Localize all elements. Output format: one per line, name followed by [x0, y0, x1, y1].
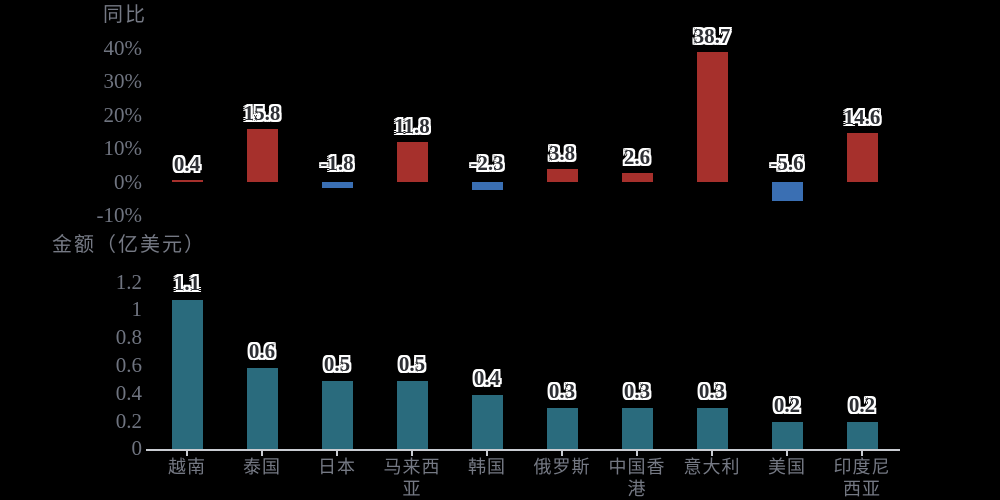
category-label: 马来西亚 — [383, 457, 441, 499]
data-label: 0.6 — [248, 339, 276, 363]
ytick-label: 0% — [114, 169, 142, 194]
category-label: 韩国 — [468, 457, 506, 477]
data-label: 0.2 — [848, 393, 876, 417]
data-label: 2.6 — [623, 145, 651, 169]
category-label: 泰国 — [243, 457, 281, 477]
data-label: -2.3 — [470, 151, 504, 175]
x-axis-tick — [186, 451, 188, 456]
bar-amount — [172, 300, 203, 449]
ytick-label: 40% — [103, 35, 143, 60]
bar-negative — [472, 182, 503, 190]
ytick-label: 20% — [103, 102, 143, 127]
x-axis-tick — [411, 451, 413, 456]
data-label: 0.3 — [548, 379, 576, 403]
data-label: 38.7 — [693, 24, 731, 48]
data-label: 0.5 — [398, 352, 426, 376]
bar-positive — [247, 129, 278, 182]
x-axis-tick — [786, 451, 788, 456]
x-axis-line — [146, 449, 900, 451]
bar-positive — [847, 133, 878, 182]
bar-negative — [322, 182, 353, 188]
bar-amount — [472, 395, 503, 449]
bar-amount — [622, 408, 653, 449]
x-axis-tick — [861, 451, 863, 456]
ytick-label: 0 — [131, 436, 143, 461]
x-axis-tick — [261, 451, 263, 456]
bar-amount — [772, 422, 803, 449]
category-label: 俄罗斯 — [533, 457, 591, 477]
x-axis-tick — [336, 451, 338, 456]
data-label: -1.8 — [320, 151, 354, 175]
bar-positive — [547, 169, 578, 182]
bar-positive — [397, 142, 428, 182]
category-label: 日本 — [318, 457, 356, 477]
data-label: 1.1 — [173, 271, 201, 295]
category-label: 中国香港 — [608, 457, 666, 499]
ytick-label: 1 — [131, 297, 143, 322]
bar-amount — [247, 368, 278, 449]
data-label: 0.5 — [323, 352, 351, 376]
data-label: 0.2 — [773, 393, 801, 417]
bar-positive — [622, 173, 653, 182]
ytick-label: -10% — [96, 203, 143, 227]
bar-amount — [547, 408, 578, 449]
data-label: 0.4 — [473, 366, 501, 390]
bar-amount — [322, 381, 353, 449]
category-label: 美国 — [768, 457, 806, 477]
ytick-label: 10% — [103, 136, 143, 160]
ytick-label: 0.2 — [115, 408, 142, 433]
x-axis-tick — [561, 451, 563, 456]
bar-positive — [172, 180, 203, 182]
ytick-label: 30% — [103, 69, 143, 93]
category-label: 印度尼西亚 — [833, 457, 891, 499]
bar-positive — [697, 52, 728, 182]
x-axis-tick — [486, 451, 488, 456]
data-label: 14.6 — [843, 105, 881, 129]
data-label: 15.8 — [243, 101, 281, 125]
bar-amount — [847, 422, 878, 449]
data-label: 0.3 — [698, 379, 726, 403]
bar-amount — [397, 381, 428, 449]
data-label: 0.4 — [173, 152, 201, 176]
category-label: 越南 — [168, 457, 206, 477]
data-label: -5.6 — [770, 151, 804, 175]
ytick-label: 1.2 — [115, 269, 142, 294]
data-label: 0.3 — [623, 379, 651, 403]
data-label: 11.8 — [394, 114, 430, 138]
bar-amount — [697, 408, 728, 449]
x-axis-tick — [636, 451, 638, 456]
x-axis-tick — [711, 451, 713, 456]
ytick-label: 0.8 — [115, 325, 142, 350]
ytick-label: 0.6 — [115, 352, 142, 377]
bottom-chart-title: 金额（亿美元） — [52, 234, 206, 256]
data-label: 3.8 — [548, 141, 576, 165]
bar-negative — [772, 182, 803, 201]
category-label: 意大利 — [683, 457, 741, 477]
ytick-label: 0.4 — [115, 380, 142, 405]
top-chart-title: 同比 — [103, 4, 147, 26]
